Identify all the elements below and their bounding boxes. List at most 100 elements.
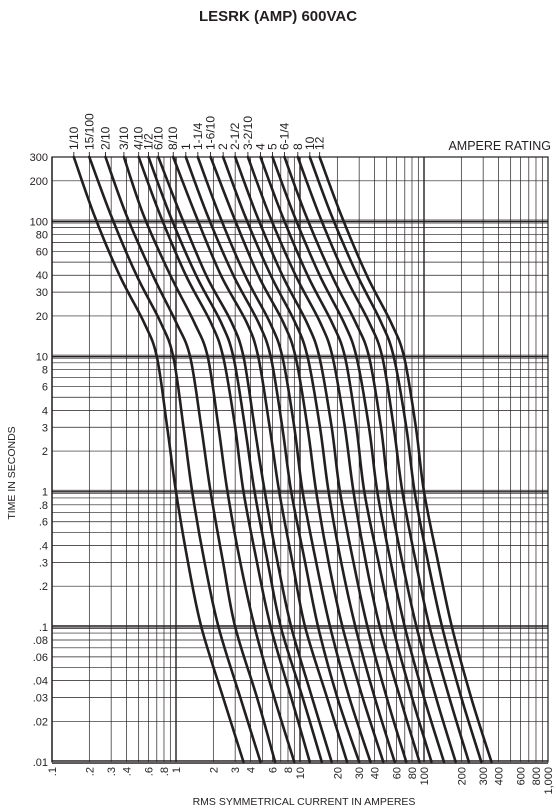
series-label: 5 xyxy=(265,143,279,150)
x-tick-label: .1 xyxy=(47,767,59,776)
series-label: 6-1/4 xyxy=(278,122,292,150)
y-tick-label: 40 xyxy=(36,270,48,282)
series-label: 12 xyxy=(313,136,327,150)
y-tick-label: 4 xyxy=(42,405,48,417)
x-tick-label: 3 xyxy=(230,767,242,773)
series-label: 4 xyxy=(253,143,267,150)
y-tick-label: 3 xyxy=(42,422,48,434)
x-tick-label: 200 xyxy=(456,767,468,785)
x-tick-label: 600 xyxy=(515,767,527,785)
y-tick-labels: 300 200 100 80 60 40 30 20 108 6 4 3 2 1.8 .6 .4 .3 .2 .1.… xyxy=(30,152,48,769)
y-tick-label: 100 xyxy=(30,216,48,228)
chart-title: LESRK (AMP) 600VAC xyxy=(198,8,358,25)
x-tick-label: 400 xyxy=(494,767,506,785)
x-axis-label: RMS SYMMETRICAL CURRENT IN AMPERES xyxy=(193,796,416,808)
x-tick-label: 1 xyxy=(171,767,183,773)
y-tick-label: .01 xyxy=(33,757,48,769)
fuse-curve-series xyxy=(122,155,296,764)
x-tick-label: 30 xyxy=(354,767,366,779)
fuse-curve-series xyxy=(88,155,262,764)
x-tick-label: .8 xyxy=(159,767,171,776)
x-tick-label: 6 xyxy=(267,767,279,773)
fuse-curve-series xyxy=(72,155,245,764)
x-tick-label: 4 xyxy=(246,767,258,773)
x-tick-label: .2 xyxy=(84,767,96,776)
y-tick-label: 8 xyxy=(42,365,48,377)
grid-lines xyxy=(51,156,548,764)
fuse-curve-series xyxy=(196,155,372,764)
y-tick-label: 6 xyxy=(42,382,48,394)
plot-frame xyxy=(51,156,549,763)
y-tick-label: .06 xyxy=(33,652,48,664)
y-tick-label: .1 xyxy=(39,622,48,634)
fuse-curve-series xyxy=(318,155,493,764)
series-label: 1-1/4 xyxy=(191,122,205,150)
fuse-curve-series xyxy=(233,155,408,764)
series-label: 15/100 xyxy=(82,113,96,150)
series-label: 1/2 xyxy=(141,133,155,150)
fuse-curve-series xyxy=(246,155,421,764)
fuse-curve-series xyxy=(259,155,433,764)
x-tick-label: 40 xyxy=(370,767,382,779)
y-tick-label: .03 xyxy=(33,693,48,705)
y-tick-label: 30 xyxy=(36,287,48,299)
series-label: 1 xyxy=(179,143,193,150)
y-tick-label: 60 xyxy=(36,246,48,258)
series-label: 3/10 xyxy=(117,126,131,150)
fuse-curve-series xyxy=(157,155,333,764)
x-tick-label: 800 xyxy=(531,767,543,785)
x-tick-label: 1,000 xyxy=(543,767,555,795)
x-tick-label: 300 xyxy=(478,767,490,785)
y-tick-label: .3 xyxy=(39,557,48,569)
fuse-curve-series xyxy=(209,155,385,764)
x-tick-label: 2 xyxy=(208,767,220,773)
fuse-curve-series xyxy=(184,155,361,764)
x-tick-label: 10 xyxy=(295,767,307,779)
series-label: 8/10 xyxy=(166,126,180,150)
y-tick-label: 2 xyxy=(42,446,48,458)
fuse-curve-series xyxy=(104,155,277,764)
y-tick-label: 300 xyxy=(30,152,48,164)
y-tick-label: .08 xyxy=(33,635,48,647)
x-tick-label: .4 xyxy=(122,767,134,776)
x-tick-label: 80 xyxy=(407,767,419,779)
series-label: 2-1/2 xyxy=(228,122,242,150)
x-tick-label: .6 xyxy=(143,767,155,776)
series-labels: 1/10 15/100 2/10 3/10 4/101/26/10 8/1011-1/41… xyxy=(67,113,327,157)
y-tick-label: .02 xyxy=(33,716,48,728)
y-axis-label: TIME IN SECONDS xyxy=(6,426,18,519)
series-label: 4/10 xyxy=(132,126,146,150)
fuse-curve-series xyxy=(171,155,349,764)
y-tick-label: 200 xyxy=(30,176,48,188)
y-tick-label: 10 xyxy=(36,352,48,364)
series-label: 8 xyxy=(291,143,305,150)
fuse-curve-series xyxy=(283,155,457,764)
series-label: 6/10 xyxy=(151,126,165,150)
x-tick-labels: .1 .2 .3 .4 .6 .8 1 2 3 4 6 8 10 20 30 40 60 80 100 200 300 4… xyxy=(47,767,555,795)
x-tick-label: 60 xyxy=(391,767,403,779)
fuse-curve-series xyxy=(137,155,312,764)
y-tick-label: .04 xyxy=(33,676,48,688)
fuse-curve-series xyxy=(296,155,471,764)
fuse-curve-series xyxy=(271,155,446,764)
fuse-curve-series xyxy=(308,155,483,764)
series-label: 3-2/10 xyxy=(241,116,255,150)
y-tick-label: .8 xyxy=(39,500,48,512)
series-label: 2/10 xyxy=(98,126,112,150)
series-label: 1/10 xyxy=(67,126,81,150)
series-label: 10 xyxy=(303,136,317,150)
series-label: 1-6/10 xyxy=(204,116,218,150)
y-tick-label: .6 xyxy=(39,517,48,529)
legend-title: AMPERE RATING xyxy=(448,139,551,153)
y-tick-label: 1 xyxy=(42,487,48,499)
x-tick-label: .3 xyxy=(106,767,118,776)
y-tick-label: 20 xyxy=(36,311,48,323)
fuse-curve-series xyxy=(147,155,324,764)
series-label: 2 xyxy=(216,143,230,150)
y-tick-label: 80 xyxy=(36,230,48,242)
x-tick-label: 100 xyxy=(419,767,431,785)
fuse-curves xyxy=(72,155,493,764)
x-tick-label: 20 xyxy=(332,767,344,779)
x-tick-label: 8 xyxy=(283,767,295,773)
